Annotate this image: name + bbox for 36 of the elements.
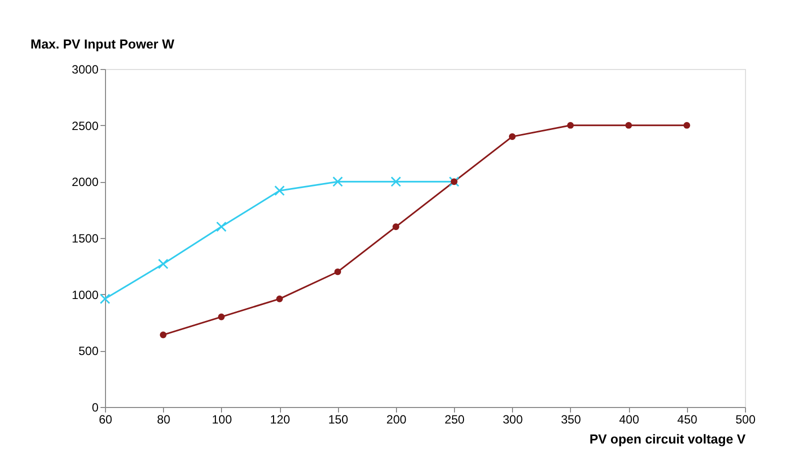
x-tick-label: 60 — [98, 412, 112, 426]
point — [508, 133, 516, 140]
y-tick-label: 500 — [78, 344, 99, 358]
x-axis-title: PV open circuit voltage V — [589, 432, 746, 446]
x-tick-label: 80 — [157, 412, 171, 426]
x-tick-label: 400 — [619, 412, 640, 426]
point — [567, 122, 574, 129]
point — [334, 268, 342, 276]
x-tick-label: 120 — [270, 412, 290, 426]
y-tick-label: 0 — [92, 400, 99, 414]
point — [276, 295, 283, 302]
y-tick-label: 2500 — [72, 118, 99, 133]
point — [160, 332, 167, 338]
y-tick-label: 1000 — [72, 288, 99, 302]
y-tick-label: 1500 — [72, 232, 99, 246]
point — [392, 223, 400, 230]
point — [158, 258, 168, 270]
x-tick-label: 450 — [677, 412, 698, 426]
point — [218, 314, 225, 320]
point — [683, 122, 690, 129]
x-tick-label: 200 — [386, 412, 407, 426]
point — [274, 185, 285, 196]
x-tick-label: 350 — [560, 412, 582, 426]
point — [216, 222, 227, 232]
point — [332, 176, 343, 187]
x-tick-label: 150 — [328, 412, 349, 426]
y-tick-label: 2000 — [72, 175, 99, 190]
x-tick-label: 250 — [444, 412, 465, 426]
y-tick-label: 3000 — [72, 62, 99, 76]
point — [390, 176, 402, 187]
x-tick-label: 500 — [735, 412, 756, 426]
point — [625, 122, 632, 129]
point — [100, 294, 110, 304]
y-axis-title: Max. PV Input Power W — [30, 36, 175, 52]
x-tick-label: 300 — [502, 412, 524, 426]
x-tick-label: 100 — [212, 412, 232, 426]
